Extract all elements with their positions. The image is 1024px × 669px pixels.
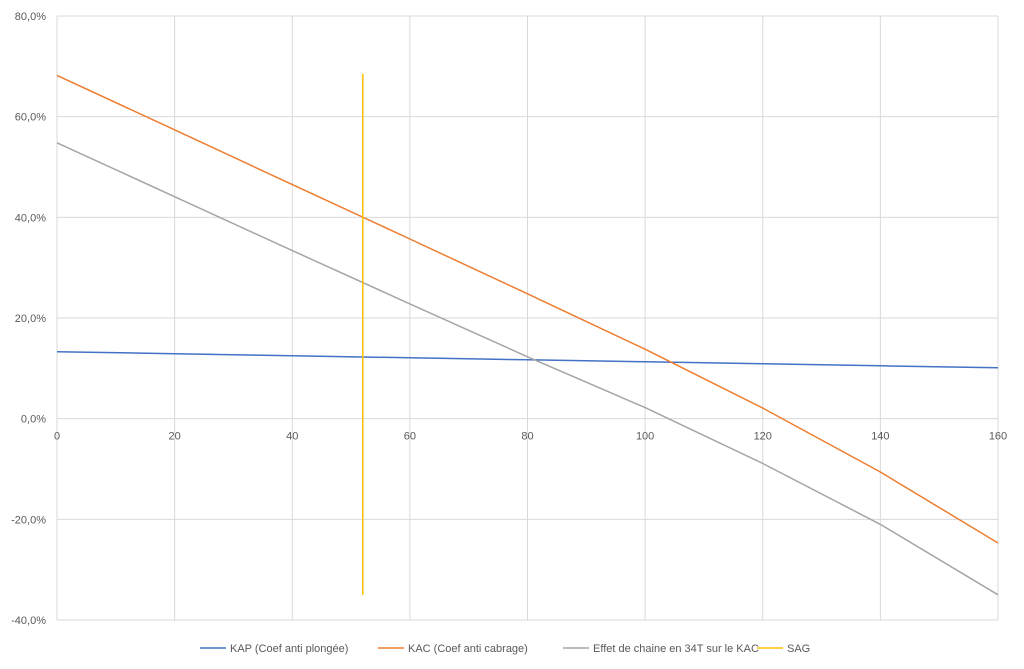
legend-item: Effet de chaine en 34T sur le KAC <box>563 643 759 655</box>
x-tick-label: 80 <box>521 431 533 443</box>
legend-label: KAC (Coef anti cabrage) <box>408 643 528 655</box>
legend-item: SAG <box>757 643 810 655</box>
series-lines <box>56 73 999 596</box>
x-tick-label: 120 <box>754 431 772 443</box>
horizontal-gridlines <box>57 15 998 621</box>
y-tick-labels: -40,0% -20,0% 0,0% 20,0% 40,0% 60,0% 80,0% <box>11 11 46 627</box>
y-tick-label: 40,0% <box>15 212 46 224</box>
legend-label: KAP (Coef anti plongée) <box>230 643 348 655</box>
series-line-0 <box>56 350 999 369</box>
legend-item: KAC (Coef anti cabrage) <box>378 643 528 655</box>
y-tick-label: -40,0% <box>11 615 46 627</box>
y-tick-label: 60,0% <box>15 112 46 124</box>
x-tick-labels: 0 20 40 60 80 100 120 140 160 <box>54 431 1007 443</box>
series-line-1 <box>56 74 999 544</box>
x-tick-label: 160 <box>989 431 1007 443</box>
legend-item: KAP (Coef anti plongée) <box>200 643 348 655</box>
legend-label: SAG <box>787 643 810 655</box>
y-tick-label: 20,0% <box>15 313 46 325</box>
legend: KAP (Coef anti plongée) KAC (Coef anti ca… <box>200 643 810 655</box>
x-tick-label: 100 <box>636 431 654 443</box>
x-tick-label: 0 <box>54 431 60 443</box>
x-tick-label: 40 <box>286 431 298 443</box>
legend-label: Effet de chaine en 34T sur le KAC <box>593 643 759 655</box>
y-tick-label: 80,0% <box>15 11 46 23</box>
series-line-2 <box>56 142 999 596</box>
x-tick-label: 60 <box>404 431 416 443</box>
x-tick-label: 20 <box>169 431 181 443</box>
y-tick-label: 0,0% <box>21 414 46 426</box>
y-tick-label: -20,0% <box>11 514 46 526</box>
x-tick-label: 140 <box>871 431 889 443</box>
